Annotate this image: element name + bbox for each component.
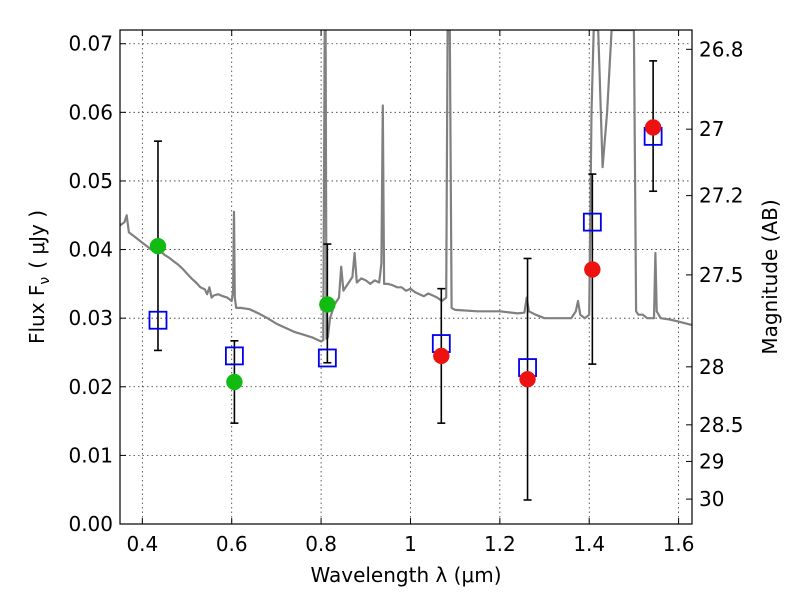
model-square xyxy=(582,212,602,232)
mag-tick-label: 26.8 xyxy=(699,37,744,61)
y-tick-label: 0.07 xyxy=(68,32,113,56)
x-tick-label: 1.2 xyxy=(484,532,516,556)
x-tick-label: 0.8 xyxy=(305,532,337,556)
red-point xyxy=(644,119,662,136)
model-square xyxy=(317,348,337,368)
svg-text:Flux Fν( μJy ): Flux Fν ( μJy ) xyxy=(25,210,53,344)
green-point xyxy=(149,237,167,255)
x-tick-label: 1.6 xyxy=(663,532,695,556)
mag-tick-label: 27.2 xyxy=(699,184,744,208)
y-axis-left: 0.00 0.01 0.02 0.03 0.04 0.05 0.06 0.07 xyxy=(68,32,126,536)
plot-area xyxy=(120,30,692,501)
x-tick-label: 1 xyxy=(404,532,417,556)
y-tick-label: 0.00 xyxy=(68,512,113,536)
green-point xyxy=(226,373,243,391)
x-tick-label: 0.6 xyxy=(216,532,248,556)
marker-layer xyxy=(148,119,663,391)
y-axis-right: 26.8 27 27.2 27.5 28 28.5 29 30 xyxy=(686,37,744,511)
y-tick-label: 0.06 xyxy=(68,100,113,124)
y-tick-label: 0.05 xyxy=(68,169,113,193)
y-tick-label: 0.04 xyxy=(68,238,113,262)
spectrum-line xyxy=(120,30,692,343)
grid xyxy=(120,30,692,525)
model-square xyxy=(224,346,244,366)
mag-tick-label: 28.5 xyxy=(699,413,744,437)
y-axis-title: Flux Fν ( μJy ) xyxy=(25,210,53,344)
red-point xyxy=(433,347,450,365)
mag-tick-label: 30 xyxy=(699,487,724,511)
y-axis-title-unit: ( μJy ) xyxy=(25,210,49,269)
mag-tick-label: 27.5 xyxy=(699,263,744,287)
mag-tick-label: 29 xyxy=(699,449,724,473)
y-axis-title-main: Flux F xyxy=(25,285,49,344)
green-point xyxy=(319,296,336,313)
x-tick-label: 0.4 xyxy=(126,532,158,556)
mag-tick-label: 27 xyxy=(699,117,724,141)
spectrum-layer xyxy=(120,30,692,343)
model-square xyxy=(148,310,168,330)
x-axis: 0.4 0.6 0.8 1 1.2 1.4 1.6 xyxy=(126,30,695,556)
red-point xyxy=(584,261,601,278)
y-tick-label: 0.01 xyxy=(68,443,113,467)
red-point xyxy=(519,370,536,388)
y-axis-title-sub: ν xyxy=(37,277,53,285)
plot-frame xyxy=(119,29,693,525)
y-tick-label: 0.02 xyxy=(68,375,113,399)
mag-tick-label: 28 xyxy=(699,355,724,379)
y-axis-right-title: Magnitude (AB) xyxy=(758,199,782,354)
x-axis-title: Wavelength λ (μm) xyxy=(310,563,501,587)
y-tick-label: 0.03 xyxy=(68,306,113,330)
errorbar-layer xyxy=(153,60,658,501)
x-tick-label: 1.4 xyxy=(573,532,605,556)
